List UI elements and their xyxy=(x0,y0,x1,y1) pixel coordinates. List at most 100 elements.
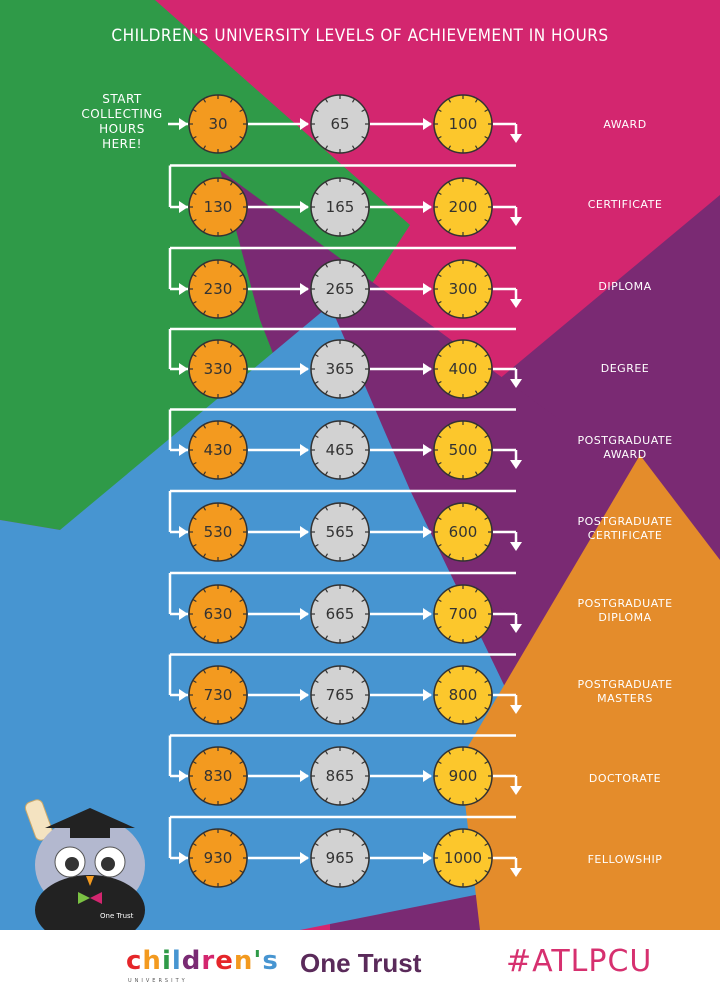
hour-value: 1000 xyxy=(444,849,482,867)
hour-value: 430 xyxy=(204,441,233,459)
clock-tick xyxy=(202,832,207,837)
clock-tick xyxy=(447,145,452,150)
clock-tick xyxy=(447,471,452,476)
hashtag: #ATLPCU xyxy=(506,944,653,979)
hour-value: 465 xyxy=(326,441,355,459)
arrow-down-icon xyxy=(510,379,522,388)
progress-path: 30 65 100 130 165 200 230 265 300 330 365 400 430 465… xyxy=(168,94,522,888)
clock-tick xyxy=(474,879,479,884)
hour-value: 865 xyxy=(326,767,355,785)
clock-tick xyxy=(239,869,244,874)
clock-tick xyxy=(361,300,366,305)
clock-tick xyxy=(351,588,356,593)
clock-tick xyxy=(437,543,442,548)
hour-value: 600 xyxy=(449,523,478,541)
arrow-right-icon xyxy=(423,363,432,375)
clock-tick xyxy=(202,879,207,884)
clock-tick xyxy=(202,716,207,721)
clock-tick xyxy=(484,273,489,278)
clock-tick xyxy=(314,353,319,358)
hour-value: 565 xyxy=(326,523,355,541)
childrens-university-logo: children's xyxy=(126,946,279,976)
clock-tick xyxy=(361,380,366,385)
arrow-down-icon xyxy=(510,460,522,469)
hour-value: 530 xyxy=(204,523,233,541)
clock-tick xyxy=(202,635,207,640)
clock-tick xyxy=(437,516,442,521)
level-label-certificate: CERTIFICATE xyxy=(587,198,663,211)
clock-tick xyxy=(324,750,329,755)
clock-tick xyxy=(351,98,356,103)
arrow-right-icon xyxy=(179,201,188,213)
clock-tick xyxy=(229,832,234,837)
level-label-postgraduate-certificate: POSTGRADUATE CERTIFICATE xyxy=(577,515,673,542)
clock-tick xyxy=(324,832,329,837)
arrow-down-icon xyxy=(510,868,522,877)
clock-tick xyxy=(447,750,452,755)
clock-tick xyxy=(437,706,442,711)
clock-tick xyxy=(324,588,329,593)
clock-tick xyxy=(437,625,442,630)
clock-tick xyxy=(447,390,452,395)
clock-tick xyxy=(484,760,489,765)
clock-tick xyxy=(314,516,319,521)
clock-tick xyxy=(324,424,329,429)
arrow-right-icon xyxy=(179,118,188,130)
clock-tick xyxy=(229,310,234,315)
clock-tick xyxy=(361,787,366,792)
hour-value: 830 xyxy=(204,767,233,785)
clock-tick xyxy=(474,263,479,268)
arrow-right-icon xyxy=(300,363,309,375)
clock-tick xyxy=(351,797,356,802)
arrow-right-icon xyxy=(300,201,309,213)
clock-tick xyxy=(314,787,319,792)
clock-tick xyxy=(351,506,356,511)
clock-tick xyxy=(324,181,329,186)
arrow-right-icon xyxy=(179,363,188,375)
clock-tick xyxy=(361,191,366,196)
arrow-right-icon xyxy=(179,608,188,620)
hour-value: 200 xyxy=(449,198,478,216)
clock-tick xyxy=(324,635,329,640)
hour-value: 65 xyxy=(330,115,349,133)
hour-value: 300 xyxy=(449,280,478,298)
hour-value: 330 xyxy=(204,360,233,378)
clock-tick xyxy=(437,461,442,466)
clock-tick xyxy=(351,669,356,674)
clock-tick xyxy=(447,879,452,884)
clock-tick xyxy=(239,108,244,113)
clock-tick xyxy=(229,716,234,721)
clock-tick xyxy=(192,543,197,548)
clock-tick xyxy=(192,191,197,196)
clock-tick xyxy=(314,191,319,196)
hour-value: 930 xyxy=(204,849,233,867)
clock-tick xyxy=(437,598,442,603)
arrow-right-icon xyxy=(300,852,309,864)
clock-tick xyxy=(474,343,479,348)
clock-tick xyxy=(202,228,207,233)
hour-value: 500 xyxy=(449,441,478,459)
clock-tick xyxy=(437,353,442,358)
clock-tick xyxy=(437,760,442,765)
clock-tick xyxy=(447,228,452,233)
clock-tick xyxy=(324,879,329,884)
clock-tick xyxy=(361,461,366,466)
clock-tick xyxy=(314,706,319,711)
clock-tick xyxy=(351,310,356,315)
clock-tick xyxy=(484,787,489,792)
clock-tick xyxy=(314,461,319,466)
clock-tick xyxy=(192,869,197,874)
arrow-down-icon xyxy=(510,134,522,143)
clock-tick xyxy=(447,553,452,558)
clock-tick xyxy=(192,300,197,305)
clock-tick xyxy=(229,506,234,511)
clock-tick xyxy=(361,543,366,548)
level-label-postgraduate-diploma: POSTGRADUATE DIPLOMA xyxy=(577,597,673,624)
clock-tick xyxy=(314,434,319,439)
clock-tick xyxy=(447,635,452,640)
clock-tick xyxy=(484,461,489,466)
clock-tick xyxy=(351,750,356,755)
level-label-diploma: DIPLOMA xyxy=(598,280,652,293)
clock-tick xyxy=(192,434,197,439)
clock-tick xyxy=(474,797,479,802)
